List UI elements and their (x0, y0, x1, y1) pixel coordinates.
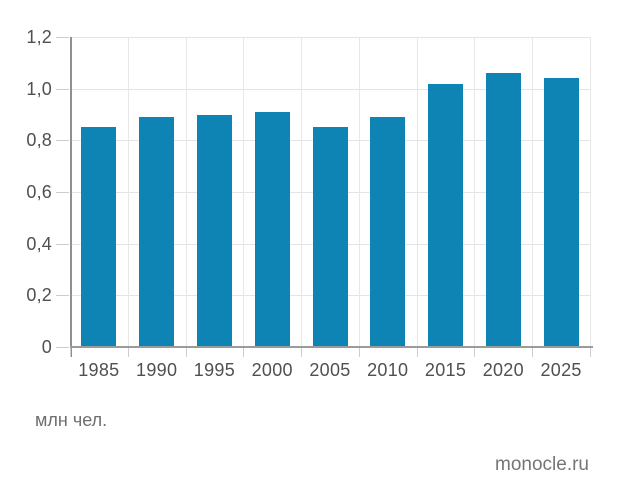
x-axis-label: 2015 (424, 360, 467, 380)
y-axis-label: 0 (41, 337, 52, 357)
y-axis-label: 1,2 (26, 27, 52, 47)
x-axis-label: 2025 (540, 360, 582, 380)
gridline-vertical (301, 37, 303, 347)
x-axis-tick (70, 348, 71, 357)
plot-area (70, 37, 591, 347)
bar-1990 (139, 117, 175, 347)
x-axis-tick (127, 348, 129, 357)
bar-1995 (196, 114, 232, 347)
y-axis-tick (56, 88, 69, 90)
x-axis-label: 2005 (309, 360, 351, 380)
x-axis-tick (185, 348, 187, 357)
source-credit: monocle.ru (495, 454, 589, 475)
gridline-vertical (416, 37, 418, 347)
gridline-vertical (590, 37, 591, 347)
x-axis-tick (474, 348, 476, 357)
y-axis-tick (56, 37, 69, 38)
bar-2010 (370, 117, 406, 347)
gridline-horizontal (70, 88, 590, 90)
x-axis-label: 1995 (193, 360, 236, 380)
gridline-vertical (358, 37, 360, 347)
bar-2000 (254, 111, 290, 347)
x-axis-tick (358, 348, 360, 357)
y-axis-line (70, 37, 72, 357)
gridline-vertical (474, 37, 476, 347)
y-axis-tick (56, 243, 69, 245)
bar-2020 (485, 73, 521, 347)
gridline-vertical (185, 37, 187, 347)
y-axis-label: 0,4 (26, 233, 52, 254)
x-axis-label: 2000 (251, 360, 293, 380)
gridline-vertical (532, 37, 534, 347)
bar-2005 (312, 127, 348, 347)
x-axis-tick (532, 348, 534, 357)
gridline-horizontal (70, 37, 590, 38)
x-axis-line (70, 346, 593, 348)
y-axis-tick (56, 295, 69, 297)
x-axis-label: 1985 (78, 360, 120, 380)
y-axis-tick (56, 140, 69, 142)
x-axis-tick (590, 348, 591, 357)
gridline-vertical (243, 37, 245, 347)
bar-2025 (543, 78, 579, 347)
x-axis-label: 1990 (136, 360, 178, 380)
x-axis-tick (301, 348, 303, 357)
x-axis-label: 2020 (482, 360, 524, 380)
bar-1985 (81, 127, 117, 347)
x-axis-label: 2010 (367, 360, 409, 380)
y-axis-label: 0,6 (26, 182, 52, 202)
bar-2015 (428, 83, 464, 347)
y-axis-label: 1,0 (26, 78, 52, 99)
gridline-vertical (127, 37, 129, 347)
y-axis-tick (56, 192, 69, 193)
y-axis-tick (56, 347, 69, 348)
y-axis-label: 0,8 (26, 130, 52, 151)
x-axis-tick (416, 348, 418, 357)
x-axis-tick (243, 348, 245, 357)
unit-label: млн чел. (35, 410, 108, 430)
y-axis-label: 0,2 (26, 285, 52, 306)
